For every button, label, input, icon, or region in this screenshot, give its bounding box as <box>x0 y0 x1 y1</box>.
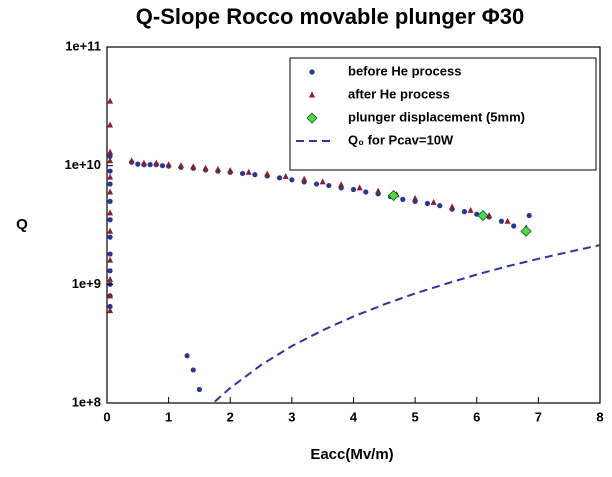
legend-label: plunger displacement (5mm) <box>348 109 525 124</box>
point <box>526 212 532 219</box>
point <box>107 198 113 204</box>
point <box>319 178 326 185</box>
x-tick-label: 7 <box>535 409 542 424</box>
point <box>449 203 456 210</box>
point <box>107 303 113 310</box>
point <box>107 256 114 263</box>
point <box>107 251 113 257</box>
plot-area <box>107 97 600 403</box>
point <box>486 212 493 219</box>
point <box>140 159 147 166</box>
point <box>437 203 443 209</box>
point <box>202 164 209 171</box>
point <box>107 181 113 187</box>
point <box>107 188 114 195</box>
point <box>412 194 419 201</box>
point <box>424 200 431 207</box>
legend-swatch <box>309 91 315 98</box>
point <box>338 181 345 188</box>
point <box>107 275 114 282</box>
point <box>107 153 113 159</box>
point <box>430 198 437 205</box>
x-tick-label: 4 <box>350 409 358 424</box>
legend-swatch <box>309 69 315 75</box>
point <box>107 121 114 128</box>
point <box>153 159 160 166</box>
point <box>165 161 172 168</box>
point <box>289 177 295 183</box>
legend-swatch <box>306 112 318 124</box>
point <box>375 187 382 194</box>
x-tick-label: 2 <box>227 409 234 424</box>
point <box>196 386 203 393</box>
point <box>107 307 114 314</box>
point <box>461 209 468 215</box>
point <box>282 173 289 180</box>
point <box>107 168 113 174</box>
point <box>107 234 113 240</box>
x-tick-label: 1 <box>165 409 172 424</box>
point <box>190 163 197 170</box>
y-tick-label: 1e+10 <box>64 157 101 172</box>
point <box>214 165 221 172</box>
point <box>177 162 184 169</box>
legend-label: after He process <box>348 86 450 101</box>
point <box>227 167 234 174</box>
y-tick-label: 1e+9 <box>72 276 101 291</box>
point <box>387 189 400 202</box>
point <box>135 161 141 167</box>
curve <box>214 244 600 403</box>
point <box>356 184 363 191</box>
x-tick-label: 0 <box>103 409 110 424</box>
point <box>313 181 320 187</box>
chart-title: Q-Slope Rocco movable plunger Φ30 <box>136 4 524 29</box>
point <box>107 209 114 216</box>
legend-box <box>289 57 597 171</box>
point <box>107 173 114 180</box>
point <box>159 163 166 169</box>
x-tick-label: 5 <box>412 409 419 424</box>
point <box>190 367 196 373</box>
y-tick-label: 1e+8 <box>72 394 101 409</box>
y-axis-label: Q <box>16 216 28 233</box>
x-tick-label: 8 <box>596 409 603 424</box>
point <box>107 148 114 155</box>
point <box>511 223 517 229</box>
point <box>107 227 114 234</box>
point <box>477 209 489 222</box>
x-axis-label: Eacc(Mv/m) <box>310 446 393 463</box>
point <box>107 157 114 164</box>
point <box>350 186 357 193</box>
point <box>107 292 114 299</box>
point <box>467 206 474 213</box>
point <box>128 157 135 164</box>
point <box>107 97 114 104</box>
point <box>363 189 369 195</box>
x-tick-label: 3 <box>288 409 295 424</box>
x-tick-label: 6 <box>473 409 480 424</box>
point <box>264 170 271 177</box>
point <box>252 172 258 178</box>
y-tick-label: 1e+11 <box>65 38 101 53</box>
point <box>245 168 252 175</box>
point <box>326 182 332 189</box>
point <box>504 217 511 224</box>
point <box>276 175 283 181</box>
legend-label: Q₀ for Pcav=10W <box>348 132 454 147</box>
point <box>520 225 532 237</box>
legend-label: before He process <box>348 63 461 78</box>
point <box>107 268 113 274</box>
point <box>147 162 153 168</box>
point <box>301 175 308 182</box>
point <box>184 353 190 359</box>
point <box>498 218 504 224</box>
point <box>107 217 113 223</box>
point <box>400 196 406 202</box>
point <box>239 170 246 177</box>
